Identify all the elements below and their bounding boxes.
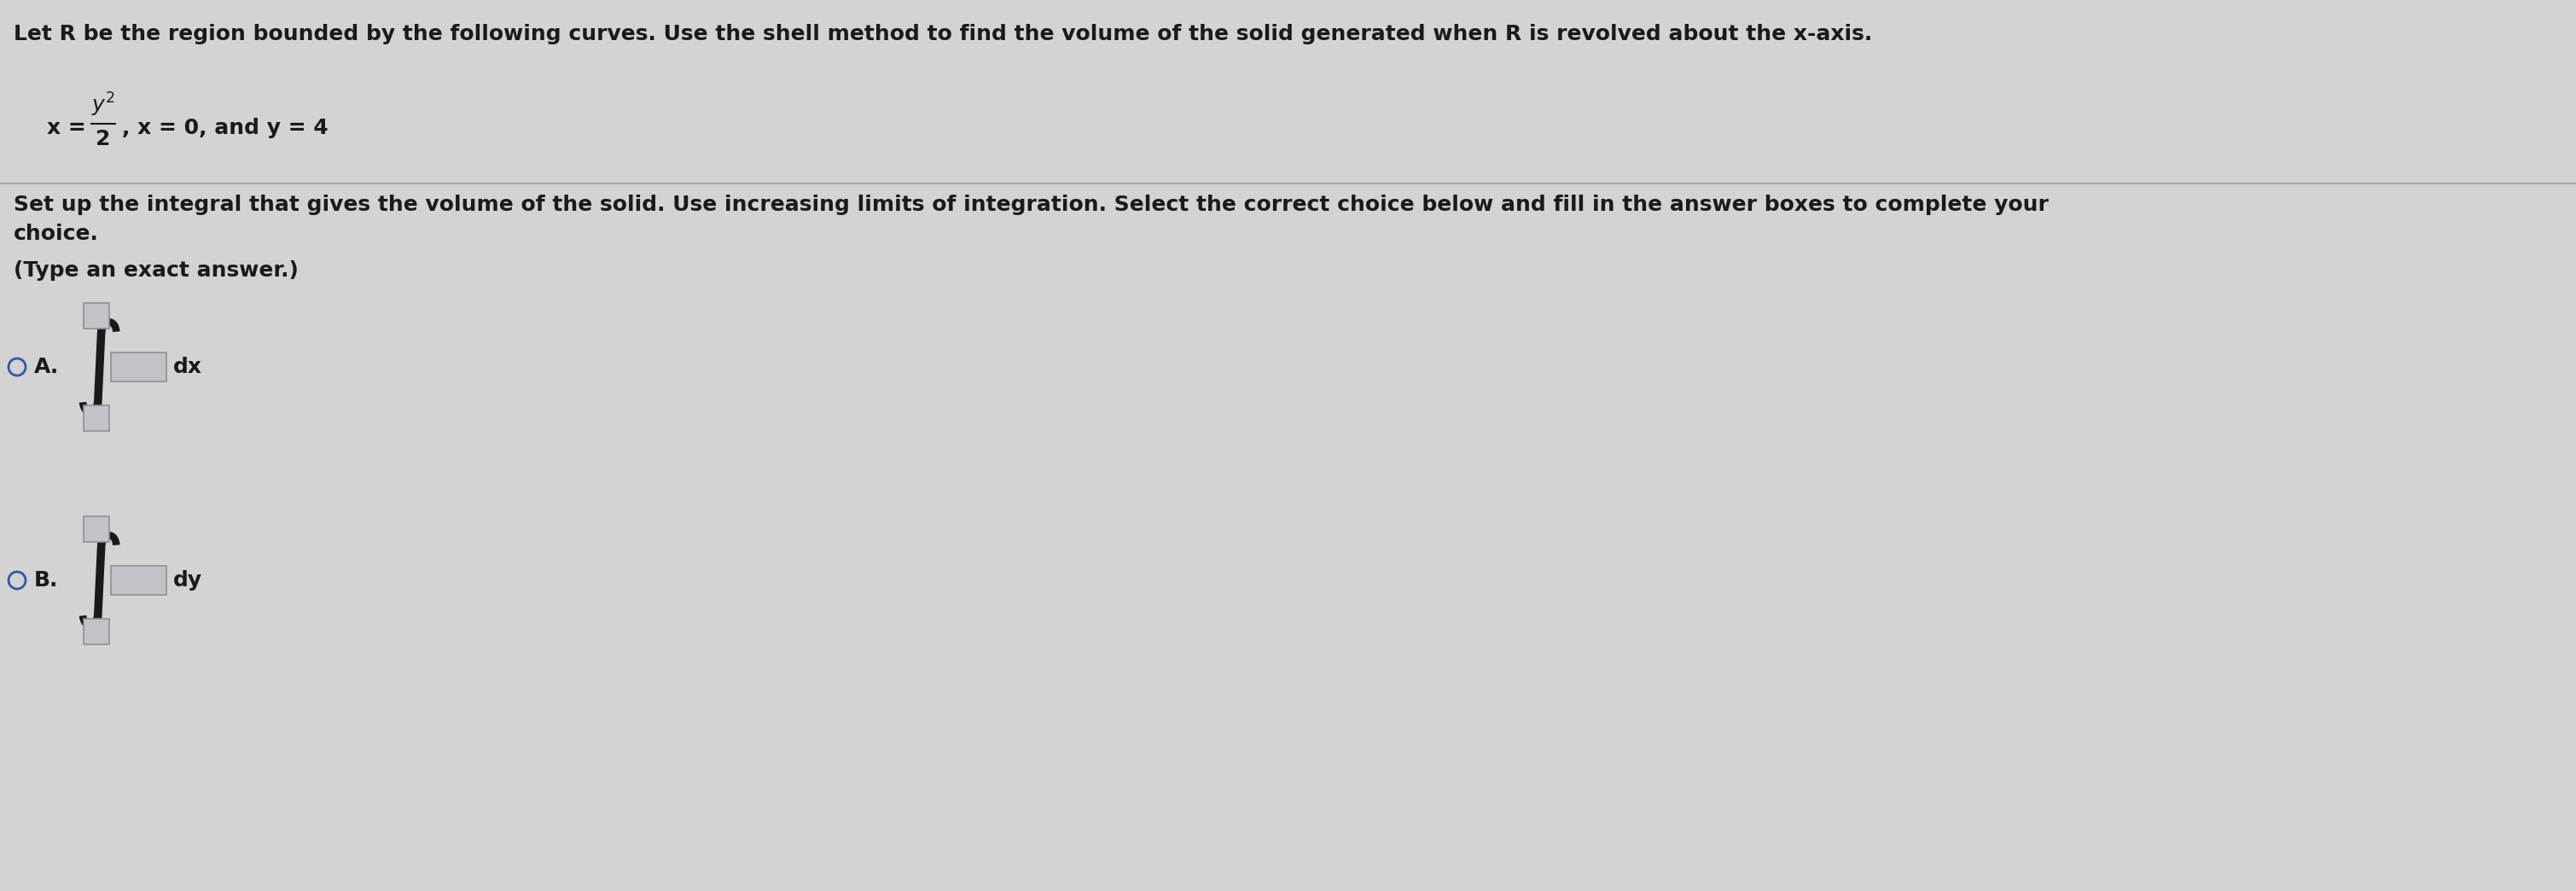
FancyBboxPatch shape <box>82 405 108 431</box>
Text: 2: 2 <box>95 129 111 150</box>
FancyBboxPatch shape <box>111 566 167 595</box>
Text: x =: x = <box>46 118 85 138</box>
Text: B.: B. <box>33 570 59 591</box>
Text: dy: dy <box>173 570 204 591</box>
Text: (Type an exact answer.): (Type an exact answer.) <box>13 260 299 281</box>
Text: $\int$: $\int$ <box>72 316 121 417</box>
FancyBboxPatch shape <box>82 303 108 329</box>
FancyBboxPatch shape <box>82 618 108 644</box>
Text: Let R be the region bounded by the following curves. Use the shell method to fin: Let R be the region bounded by the follo… <box>13 24 1873 45</box>
Text: $\int$: $\int$ <box>72 530 121 631</box>
FancyBboxPatch shape <box>82 517 108 542</box>
Text: Set up the integral that gives the volume of the solid. Use increasing limits of: Set up the integral that gives the volum… <box>13 194 2048 215</box>
Text: , x = 0, and y = 4: , x = 0, and y = 4 <box>121 118 327 138</box>
Text: choice.: choice. <box>13 224 98 244</box>
Text: A.: A. <box>33 356 59 377</box>
Text: $y^{2}$: $y^{2}$ <box>90 91 116 119</box>
Text: dx: dx <box>173 356 204 377</box>
FancyBboxPatch shape <box>111 353 167 381</box>
